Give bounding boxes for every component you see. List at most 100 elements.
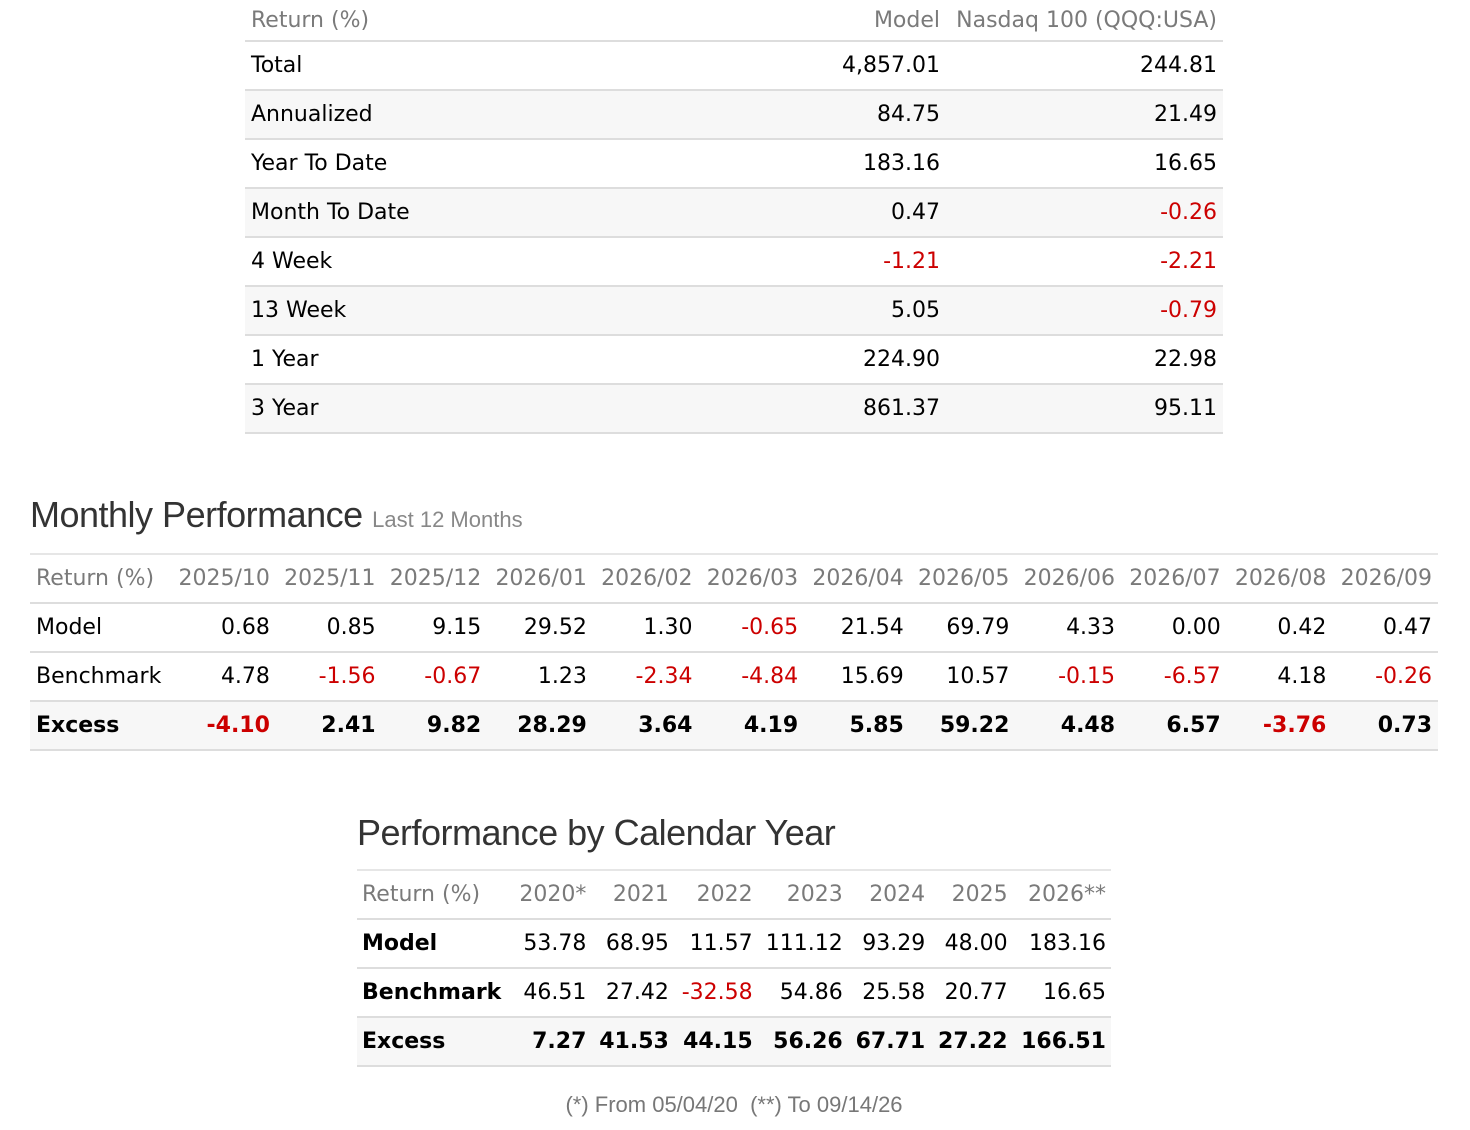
calendar-cell: 44.15 xyxy=(673,1017,758,1067)
calendar-header-cell: 2024 xyxy=(847,870,931,920)
calendar-title: Performance by Calendar Year xyxy=(357,812,836,853)
monthly-header-cell: 2025/12 xyxy=(381,554,488,604)
returns-row-model: 0.47 xyxy=(671,188,946,238)
returns-row-benchmark: 244.81 xyxy=(946,41,1223,91)
monthly-cell: 5.85 xyxy=(804,701,910,751)
calendar-row-excess: Excess 7.27 41.53 44.15 56.26 67.71 27.22 166.5… xyxy=(357,1017,1111,1067)
returns-row: Year To Date 183.16 16.65 xyxy=(245,139,1223,189)
calendar-header-cell: 2023 xyxy=(757,870,848,920)
monthly-cell: 0.42 xyxy=(1226,603,1333,653)
monthly-title: Monthly Performance Last 12 Months xyxy=(30,494,523,536)
returns-row-label: 3 Year xyxy=(245,384,672,434)
calendar-cell: 11.57 xyxy=(673,919,758,969)
monthly-cell: -0.15 xyxy=(1015,652,1122,702)
returns-row-model: 5.05 xyxy=(671,286,946,336)
calendar-cell: 183.16 xyxy=(1012,919,1111,969)
calendar-row-model: Model 53.78 68.95 11.57 111.12 93.29 48.00 183.… xyxy=(357,919,1111,969)
returns-row: 3 Year 861.37 95.11 xyxy=(245,384,1223,434)
returns-header-label: Return (%) xyxy=(245,0,672,42)
monthly-cell: -3.76 xyxy=(1226,701,1333,751)
monthly-cell: 28.29 xyxy=(487,701,593,751)
monthly-cell: -1.56 xyxy=(275,652,382,702)
calendar-table: Return (%) 2020* 2021 2022 2023 2024 2025 2026… xyxy=(357,869,1111,1067)
returns-row: 4 Week -1.21 -2.21 xyxy=(245,237,1223,287)
monthly-cell: 21.54 xyxy=(804,603,910,653)
monthly-cell: 0.85 xyxy=(275,603,382,653)
monthly-cell: 3.64 xyxy=(592,701,699,751)
calendar-cell: 41.53 xyxy=(591,1017,674,1067)
returns-row-model: 861.37 xyxy=(671,384,946,434)
monthly-subtitle: Last 12 Months xyxy=(372,507,523,532)
calendar-header-cell: 2020* xyxy=(511,870,592,920)
monthly-cell: -4.84 xyxy=(698,652,805,702)
calendar-cell: 67.71 xyxy=(847,1017,931,1067)
returns-row: 1 Year 224.90 22.98 xyxy=(245,335,1223,385)
monthly-row-label: Excess xyxy=(30,701,171,751)
monthly-header-cell: 2025/11 xyxy=(275,554,382,604)
returns-row-benchmark: 21.49 xyxy=(946,90,1223,140)
returns-row: 13 Week 5.05 -0.79 xyxy=(245,286,1223,336)
calendar-cell: 46.51 xyxy=(511,968,592,1018)
monthly-cell: 2.41 xyxy=(275,701,382,751)
monthly-cell: 10.57 xyxy=(909,652,1016,702)
monthly-cell: 0.68 xyxy=(170,603,276,653)
calendar-row-benchmark: Benchmark 46.51 27.42 -32.58 54.86 25.58 20.77… xyxy=(357,968,1111,1018)
returns-row: Total 4,857.01 244.81 xyxy=(245,41,1223,91)
returns-row-model: 4,857.01 xyxy=(671,41,946,91)
monthly-cell: 69.79 xyxy=(909,603,1016,653)
calendar-cell: 54.86 xyxy=(757,968,848,1018)
calendar-row-label: Model xyxy=(357,919,512,969)
returns-row-label: 4 Week xyxy=(245,237,672,287)
monthly-header-cell: 2026/04 xyxy=(804,554,910,604)
returns-row-model: 183.16 xyxy=(671,139,946,189)
monthly-row-label: Benchmark xyxy=(30,652,171,702)
monthly-cell: 0.00 xyxy=(1121,603,1227,653)
calendar-row-label: Excess xyxy=(357,1017,512,1067)
calendar-cell: 27.42 xyxy=(591,968,674,1018)
monthly-header-cell: 2026/06 xyxy=(1015,554,1122,604)
monthly-cell: 9.15 xyxy=(381,603,488,653)
monthly-cell: -2.34 xyxy=(592,652,699,702)
returns-row-benchmark: 22.98 xyxy=(946,335,1223,385)
returns-row-label: Total xyxy=(245,41,672,91)
monthly-header-row: Return (%) 2025/10 2025/11 2025/12 2026/01 2… xyxy=(30,554,1438,604)
calendar-cell: 166.51 xyxy=(1012,1017,1111,1067)
monthly-cell: 15.69 xyxy=(804,652,910,702)
monthly-cell: 59.22 xyxy=(909,701,1016,751)
returns-row-label: 13 Week xyxy=(245,286,672,336)
calendar-header-cell: 2026** xyxy=(1012,870,1111,920)
monthly-title-text: Monthly Performance xyxy=(30,494,363,535)
monthly-header-cell: 2026/05 xyxy=(909,554,1016,604)
monthly-header-cell: 2026/02 xyxy=(592,554,699,604)
calendar-header-row: Return (%) 2020* 2021 2022 2023 2024 2025 2026… xyxy=(357,870,1111,920)
returns-row-label: 1 Year xyxy=(245,335,672,385)
calendar-header-label: Return (%) xyxy=(357,870,512,920)
calendar-cell: 53.78 xyxy=(511,919,592,969)
monthly-cell: 6.57 xyxy=(1121,701,1227,751)
monthly-cell: -0.65 xyxy=(698,603,805,653)
returns-row-benchmark: 16.65 xyxy=(946,139,1223,189)
returns-table: Return (%) Model Nasdaq 100 (QQQ:USA) To… xyxy=(245,0,1223,434)
monthly-cell: 4.19 xyxy=(698,701,805,751)
calendar-cell: 68.95 xyxy=(591,919,674,969)
footnote: (*) From 05/04/20 (**) To 09/14/26 xyxy=(565,1092,903,1117)
returns-row-benchmark: -0.26 xyxy=(946,188,1223,238)
returns-row-label: Year To Date xyxy=(245,139,672,189)
monthly-header-cell: 2026/07 xyxy=(1121,554,1227,604)
monthly-row-benchmark: Benchmark 4.78 -1.56 -0.67 1.23 -2.34 -4.84 15.… xyxy=(30,652,1438,702)
returns-row-benchmark: 95.11 xyxy=(946,384,1223,434)
monthly-cell: 4.78 xyxy=(170,652,276,702)
returns-header-benchmark: Nasdaq 100 (QQQ:USA) xyxy=(946,0,1223,42)
monthly-header-cell: 2026/01 xyxy=(487,554,593,604)
monthly-header-cell: 2026/09 xyxy=(1332,554,1438,604)
monthly-cell: 0.73 xyxy=(1332,701,1438,751)
calendar-cell: 7.27 xyxy=(511,1017,592,1067)
calendar-cell: 48.00 xyxy=(930,919,1013,969)
monthly-row-label: Model xyxy=(30,603,171,653)
monthly-cell: 1.23 xyxy=(487,652,593,702)
monthly-cell: 1.30 xyxy=(592,603,699,653)
calendar-header-cell: 2025 xyxy=(930,870,1013,920)
monthly-row-model: Model 0.68 0.85 9.15 29.52 1.30 -0.65 21.54 69.7… xyxy=(30,603,1438,653)
returns-row-benchmark: -2.21 xyxy=(946,237,1223,287)
returns-header-row: Return (%) Model Nasdaq 100 (QQQ:USA) xyxy=(245,0,1223,42)
